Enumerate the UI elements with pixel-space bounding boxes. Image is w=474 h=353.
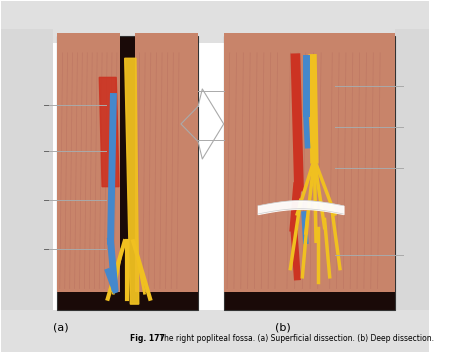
FancyBboxPatch shape	[57, 32, 120, 292]
FancyBboxPatch shape	[326, 32, 395, 292]
FancyBboxPatch shape	[135, 32, 198, 292]
Bar	[224, 36, 395, 310]
FancyBboxPatch shape	[283, 32, 326, 292]
Bar	[1, 1, 429, 43]
Bar	[1, 29, 53, 317]
Bar	[57, 36, 198, 310]
Polygon shape	[125, 58, 139, 304]
Text: Fig. 177: Fig. 177	[129, 334, 164, 343]
Text: The right popliteal fossa. (a) Superficial dissection. (b) Deep dissection.: The right popliteal fossa. (a) Superfici…	[157, 334, 435, 343]
Text: (a): (a)	[53, 323, 68, 333]
Text: (b): (b)	[275, 323, 291, 333]
Bar	[395, 29, 429, 317]
Bar	[1, 310, 429, 352]
Polygon shape	[99, 77, 119, 187]
FancyBboxPatch shape	[224, 32, 283, 292]
